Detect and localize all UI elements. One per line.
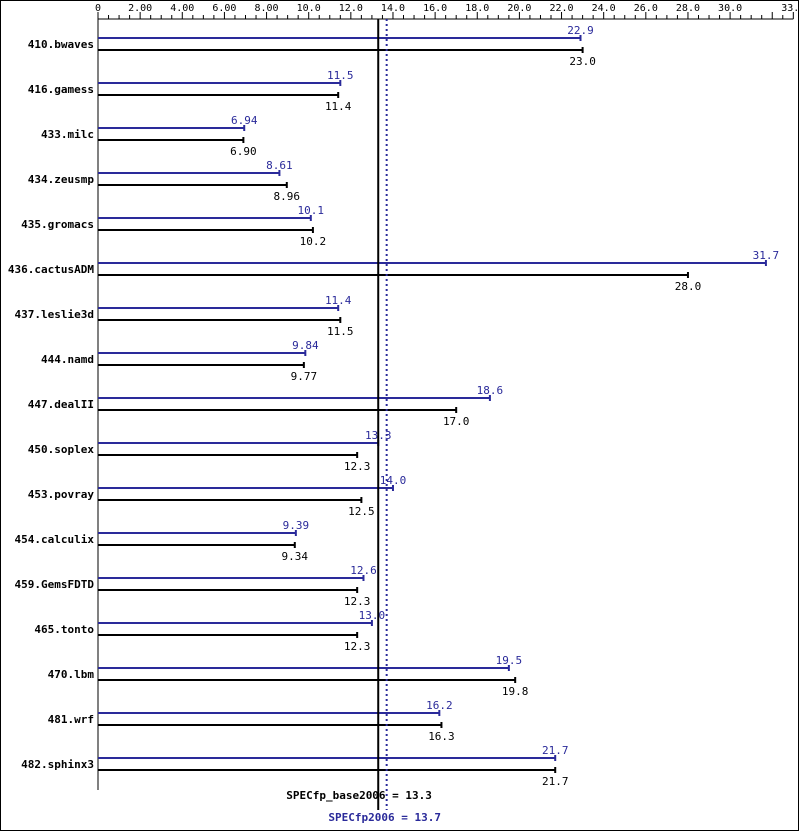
data-label-peak: 11.4 xyxy=(325,294,352,307)
data-label-base: 8.96 xyxy=(274,190,301,203)
x-tick-label: 12.0 xyxy=(339,3,363,14)
x-tick-label: 26.0 xyxy=(634,3,658,14)
data-label-peak: 8.61 xyxy=(266,159,293,172)
x-tick-label: 2.00 xyxy=(128,3,152,14)
category-label: 454.calculix xyxy=(15,533,95,546)
x-tick-label: 24.0 xyxy=(592,3,616,14)
category-label: 453.povray xyxy=(28,488,95,501)
category-label: 433.milc xyxy=(41,128,94,141)
x-tick-label: 4.00 xyxy=(170,3,194,14)
data-label-peak: 22.9 xyxy=(567,24,594,37)
data-label-peak: 19.5 xyxy=(496,654,523,667)
category-label: 437.leslie3d xyxy=(15,308,94,321)
data-label-peak: 18.6 xyxy=(477,384,504,397)
data-label-peak: 6.94 xyxy=(231,114,258,127)
data-label-peak: 12.6 xyxy=(350,564,377,577)
data-label-base: 9.77 xyxy=(291,370,318,383)
reference-label-base: SPECfp_base2006 = 13.3 xyxy=(286,789,432,802)
data-label-peak: 13.0 xyxy=(359,609,386,622)
category-label: 436.cactusADM xyxy=(8,263,94,276)
data-label-base: 12.3 xyxy=(344,640,371,653)
reference-lines: SPECfp_base2006 = 13.3 SPECfp2006 = 13.7 xyxy=(286,19,441,824)
x-axis: 0 2.00 4.00 6.00 8.00 10.0 12.0 14.0 16.0 18.0 20.… xyxy=(95,3,799,790)
data-label-peak: 9.84 xyxy=(292,339,319,352)
data-label-base: 12.3 xyxy=(344,460,371,473)
category-label: 444.namd xyxy=(41,353,94,366)
data-label-peak: 16.2 xyxy=(426,699,453,712)
category-label: 434.zeusmp xyxy=(28,173,95,186)
data-label-base: 12.5 xyxy=(348,505,375,518)
x-tick-label: 22.0 xyxy=(549,3,573,14)
data-label-base: 23.0 xyxy=(569,55,596,68)
bars: 410.bwaves 22.9 23.0 416.gamess 11.5 11.4 433.… xyxy=(8,24,779,788)
category-label: 482.sphinx3 xyxy=(21,758,94,771)
category-label: 459.GemsFDTD xyxy=(15,578,95,591)
reference-label-peak: SPECfp2006 = 13.7 xyxy=(328,811,441,824)
category-label: 435.gromacs xyxy=(21,218,94,231)
data-label-base: 17.0 xyxy=(443,415,470,428)
x-tick-label: 33.0 xyxy=(781,3,799,14)
x-tick-label: 0 xyxy=(95,3,101,14)
data-label-peak: 31.7 xyxy=(753,249,780,262)
data-label-peak: 14.0 xyxy=(380,474,407,487)
x-tick-label: 16.0 xyxy=(423,3,447,14)
data-label-base: 9.34 xyxy=(282,550,309,563)
x-tick-label: 14.0 xyxy=(381,3,405,14)
x-tick-label: 20.0 xyxy=(507,3,531,14)
data-label-peak: 9.39 xyxy=(283,519,310,532)
data-label-peak: 11.5 xyxy=(327,69,354,82)
data-label-base: 16.3 xyxy=(428,730,455,743)
x-tick-label: 18.0 xyxy=(465,3,489,14)
category-label: 481.wrf xyxy=(48,713,94,726)
x-tick-label: 8.00 xyxy=(255,3,279,14)
x-tick-label: 10.0 xyxy=(297,3,321,14)
x-tick-label: 6.00 xyxy=(212,3,236,14)
category-label: 447.dealII xyxy=(28,398,94,411)
category-label: 465.tonto xyxy=(34,623,94,636)
data-label-base: 11.4 xyxy=(325,100,352,113)
data-label-peak: 10.1 xyxy=(298,204,325,217)
data-label-base: 12.3 xyxy=(344,595,371,608)
category-label: 410.bwaves xyxy=(28,38,94,51)
category-label: 470.lbm xyxy=(48,668,95,681)
data-label-peak: 21.7 xyxy=(542,744,569,757)
data-label-base: 19.8 xyxy=(502,685,529,698)
x-tick-label: 28.0 xyxy=(676,3,700,14)
data-label-base: 28.0 xyxy=(675,280,702,293)
data-label-base: 10.2 xyxy=(300,235,327,248)
category-label: 416.gamess xyxy=(28,83,94,96)
data-label-base: 6.90 xyxy=(230,145,257,158)
category-label: 450.soplex xyxy=(28,443,95,456)
data-label-base: 21.7 xyxy=(542,775,569,788)
data-label-base: 11.5 xyxy=(327,325,354,338)
x-tick-label: 30.0 xyxy=(718,3,742,14)
